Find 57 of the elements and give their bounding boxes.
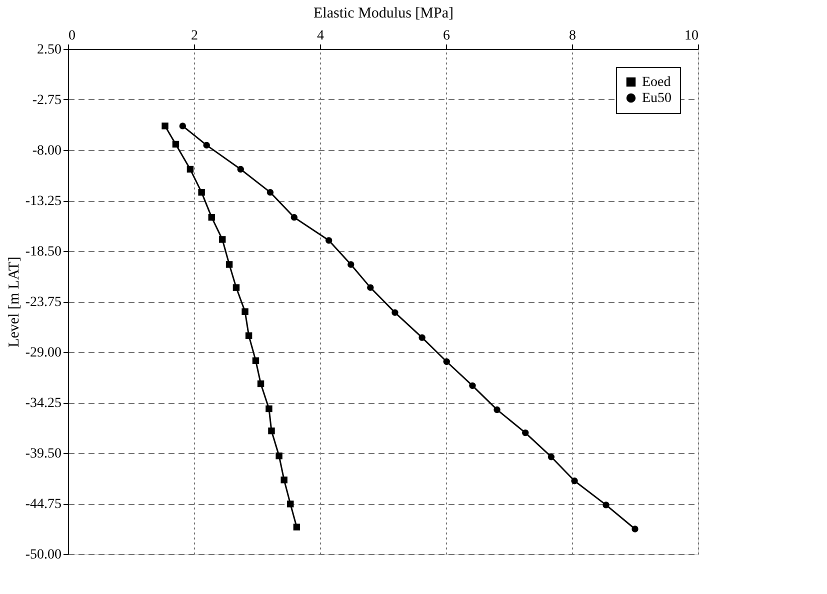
y-tick-label: -34.25 <box>25 396 62 411</box>
y-tick-label: -39.50 <box>25 446 62 462</box>
point <box>418 334 426 341</box>
x-tick-label: 10 <box>684 28 698 44</box>
point <box>242 308 248 315</box>
point <box>172 140 180 148</box>
x-tick-label: 8 <box>569 28 576 44</box>
point <box>198 188 205 196</box>
point <box>602 502 610 508</box>
x-tick-label: 4 <box>317 28 324 44</box>
x-tick-label: 0 <box>68 28 76 44</box>
point <box>392 309 398 316</box>
point <box>443 358 450 365</box>
point <box>186 166 194 173</box>
x-axis-title: Elastic Modulus [MPa] <box>314 6 454 22</box>
point <box>290 214 298 221</box>
point <box>287 500 294 508</box>
y-tick-label: -50.00 <box>25 548 62 562</box>
point <box>226 261 233 268</box>
y-tick-label: -2.75 <box>32 93 62 108</box>
point <box>367 284 374 291</box>
y-tick-label: -13.25 <box>25 194 62 209</box>
point <box>232 284 240 291</box>
point <box>162 122 168 130</box>
point <box>245 332 252 339</box>
point <box>469 382 476 390</box>
point <box>208 214 215 221</box>
point <box>325 237 332 244</box>
point <box>257 380 264 388</box>
point <box>268 428 275 434</box>
legend-label: Eu50 <box>642 91 672 106</box>
point <box>293 524 300 530</box>
point <box>266 405 272 412</box>
y-tick-label: -8.00 <box>32 144 62 158</box>
point <box>548 454 555 460</box>
point <box>348 261 354 268</box>
legend-label: Eoed <box>642 75 671 90</box>
point <box>522 429 529 436</box>
point <box>252 357 260 364</box>
point <box>237 166 244 173</box>
y-tick-label: -44.75 <box>25 497 62 512</box>
y-tick-label: 2.50 <box>37 42 62 58</box>
point <box>266 188 274 196</box>
point <box>571 478 578 484</box>
y-tick-label: -18.50 <box>25 244 62 260</box>
point <box>276 452 282 460</box>
y-tick-label: -29.00 <box>25 346 62 360</box>
point <box>280 476 288 484</box>
point <box>494 406 500 414</box>
y-tick-label: -23.75 <box>25 295 62 310</box>
x-tick-label: 2 <box>191 28 198 44</box>
y-axis-title: Level [m LAT] <box>6 256 22 348</box>
x-tick-label: 6 <box>443 28 450 44</box>
point <box>218 236 226 243</box>
point <box>632 526 638 532</box>
point <box>179 122 186 130</box>
point <box>203 142 210 149</box>
